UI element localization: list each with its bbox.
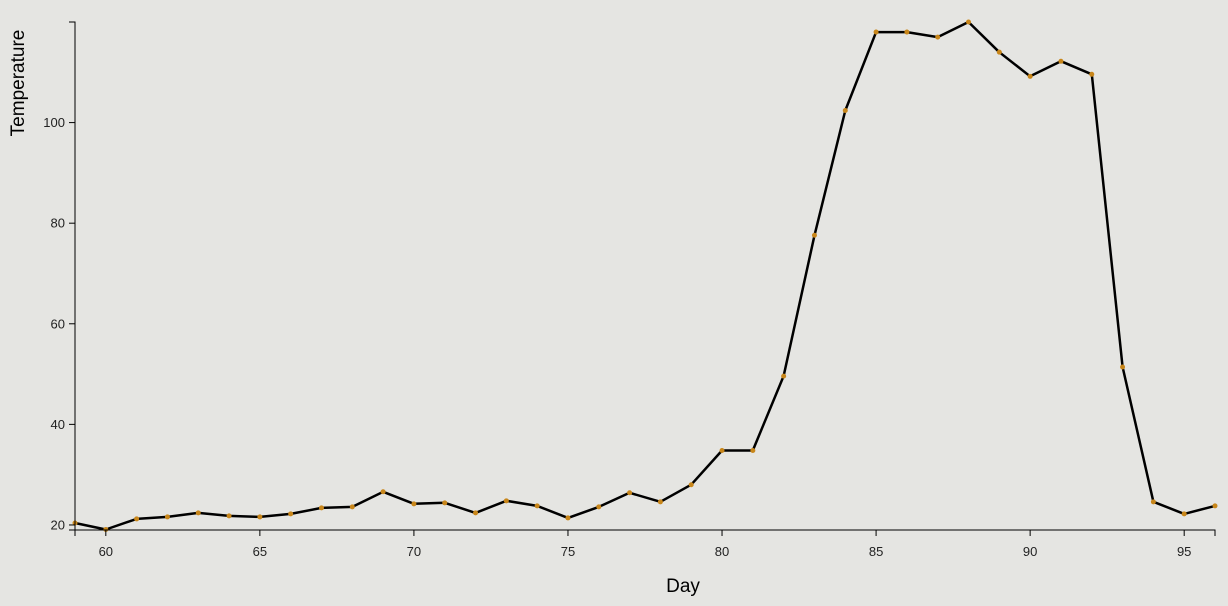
data-point xyxy=(164,514,170,520)
data-point xyxy=(935,34,941,40)
data-point xyxy=(873,29,879,35)
y-tick-label: 40 xyxy=(51,417,65,432)
y-axis-line xyxy=(69,21,76,531)
data-point xyxy=(1181,511,1187,517)
data-point xyxy=(103,526,109,532)
x-tick-label: 80 xyxy=(715,544,729,559)
x-tick-label: 95 xyxy=(1177,544,1191,559)
data-point xyxy=(288,511,294,517)
data-point xyxy=(811,232,817,238)
y-tick-label: 20 xyxy=(51,517,65,532)
data-point xyxy=(349,504,355,510)
axes: 20 40 60 80 100 60 65 70 75 80 85 90 95 xyxy=(43,21,1216,559)
data-point xyxy=(442,500,448,506)
y-tick-label: 80 xyxy=(51,216,65,231)
y-tick-label: 60 xyxy=(51,316,65,331)
data-point xyxy=(1089,71,1095,77)
data-point xyxy=(565,515,571,521)
x-tick-label: 75 xyxy=(561,544,575,559)
x-tick-label: 90 xyxy=(1023,544,1037,559)
data-point xyxy=(719,448,725,454)
data-point xyxy=(380,489,386,495)
data-point xyxy=(996,49,1002,55)
x-axis-title: Day xyxy=(666,576,700,597)
data-point xyxy=(1212,503,1218,509)
data-point xyxy=(1120,364,1126,370)
plot-area xyxy=(72,19,1218,532)
data-point xyxy=(534,503,540,509)
data-point xyxy=(750,448,756,454)
x-tick-label: 65 xyxy=(253,544,267,559)
data-point xyxy=(195,510,201,516)
data-point xyxy=(596,504,602,510)
data-point xyxy=(503,498,509,504)
data-point xyxy=(627,490,633,496)
data-point xyxy=(257,514,263,520)
x-tick-label: 85 xyxy=(869,544,883,559)
data-point xyxy=(657,499,663,505)
series-line xyxy=(74,20,1216,531)
data-point xyxy=(1027,73,1033,79)
data-point xyxy=(966,19,972,25)
data-point xyxy=(411,501,417,507)
data-point xyxy=(318,505,324,511)
y-tick-label: 100 xyxy=(43,115,65,130)
data-point xyxy=(842,108,848,114)
data-point xyxy=(1150,499,1156,505)
x-tick-label: 60 xyxy=(99,544,113,559)
data-point xyxy=(688,482,694,488)
x-tick-label: 70 xyxy=(407,544,421,559)
data-point xyxy=(1058,58,1064,64)
data-point xyxy=(781,373,787,379)
data-point xyxy=(473,510,479,516)
data-point xyxy=(226,513,232,519)
x-axis-line xyxy=(74,529,1216,536)
data-point xyxy=(904,29,910,35)
data-point xyxy=(134,516,140,522)
y-axis-title: Temperature xyxy=(8,30,29,137)
